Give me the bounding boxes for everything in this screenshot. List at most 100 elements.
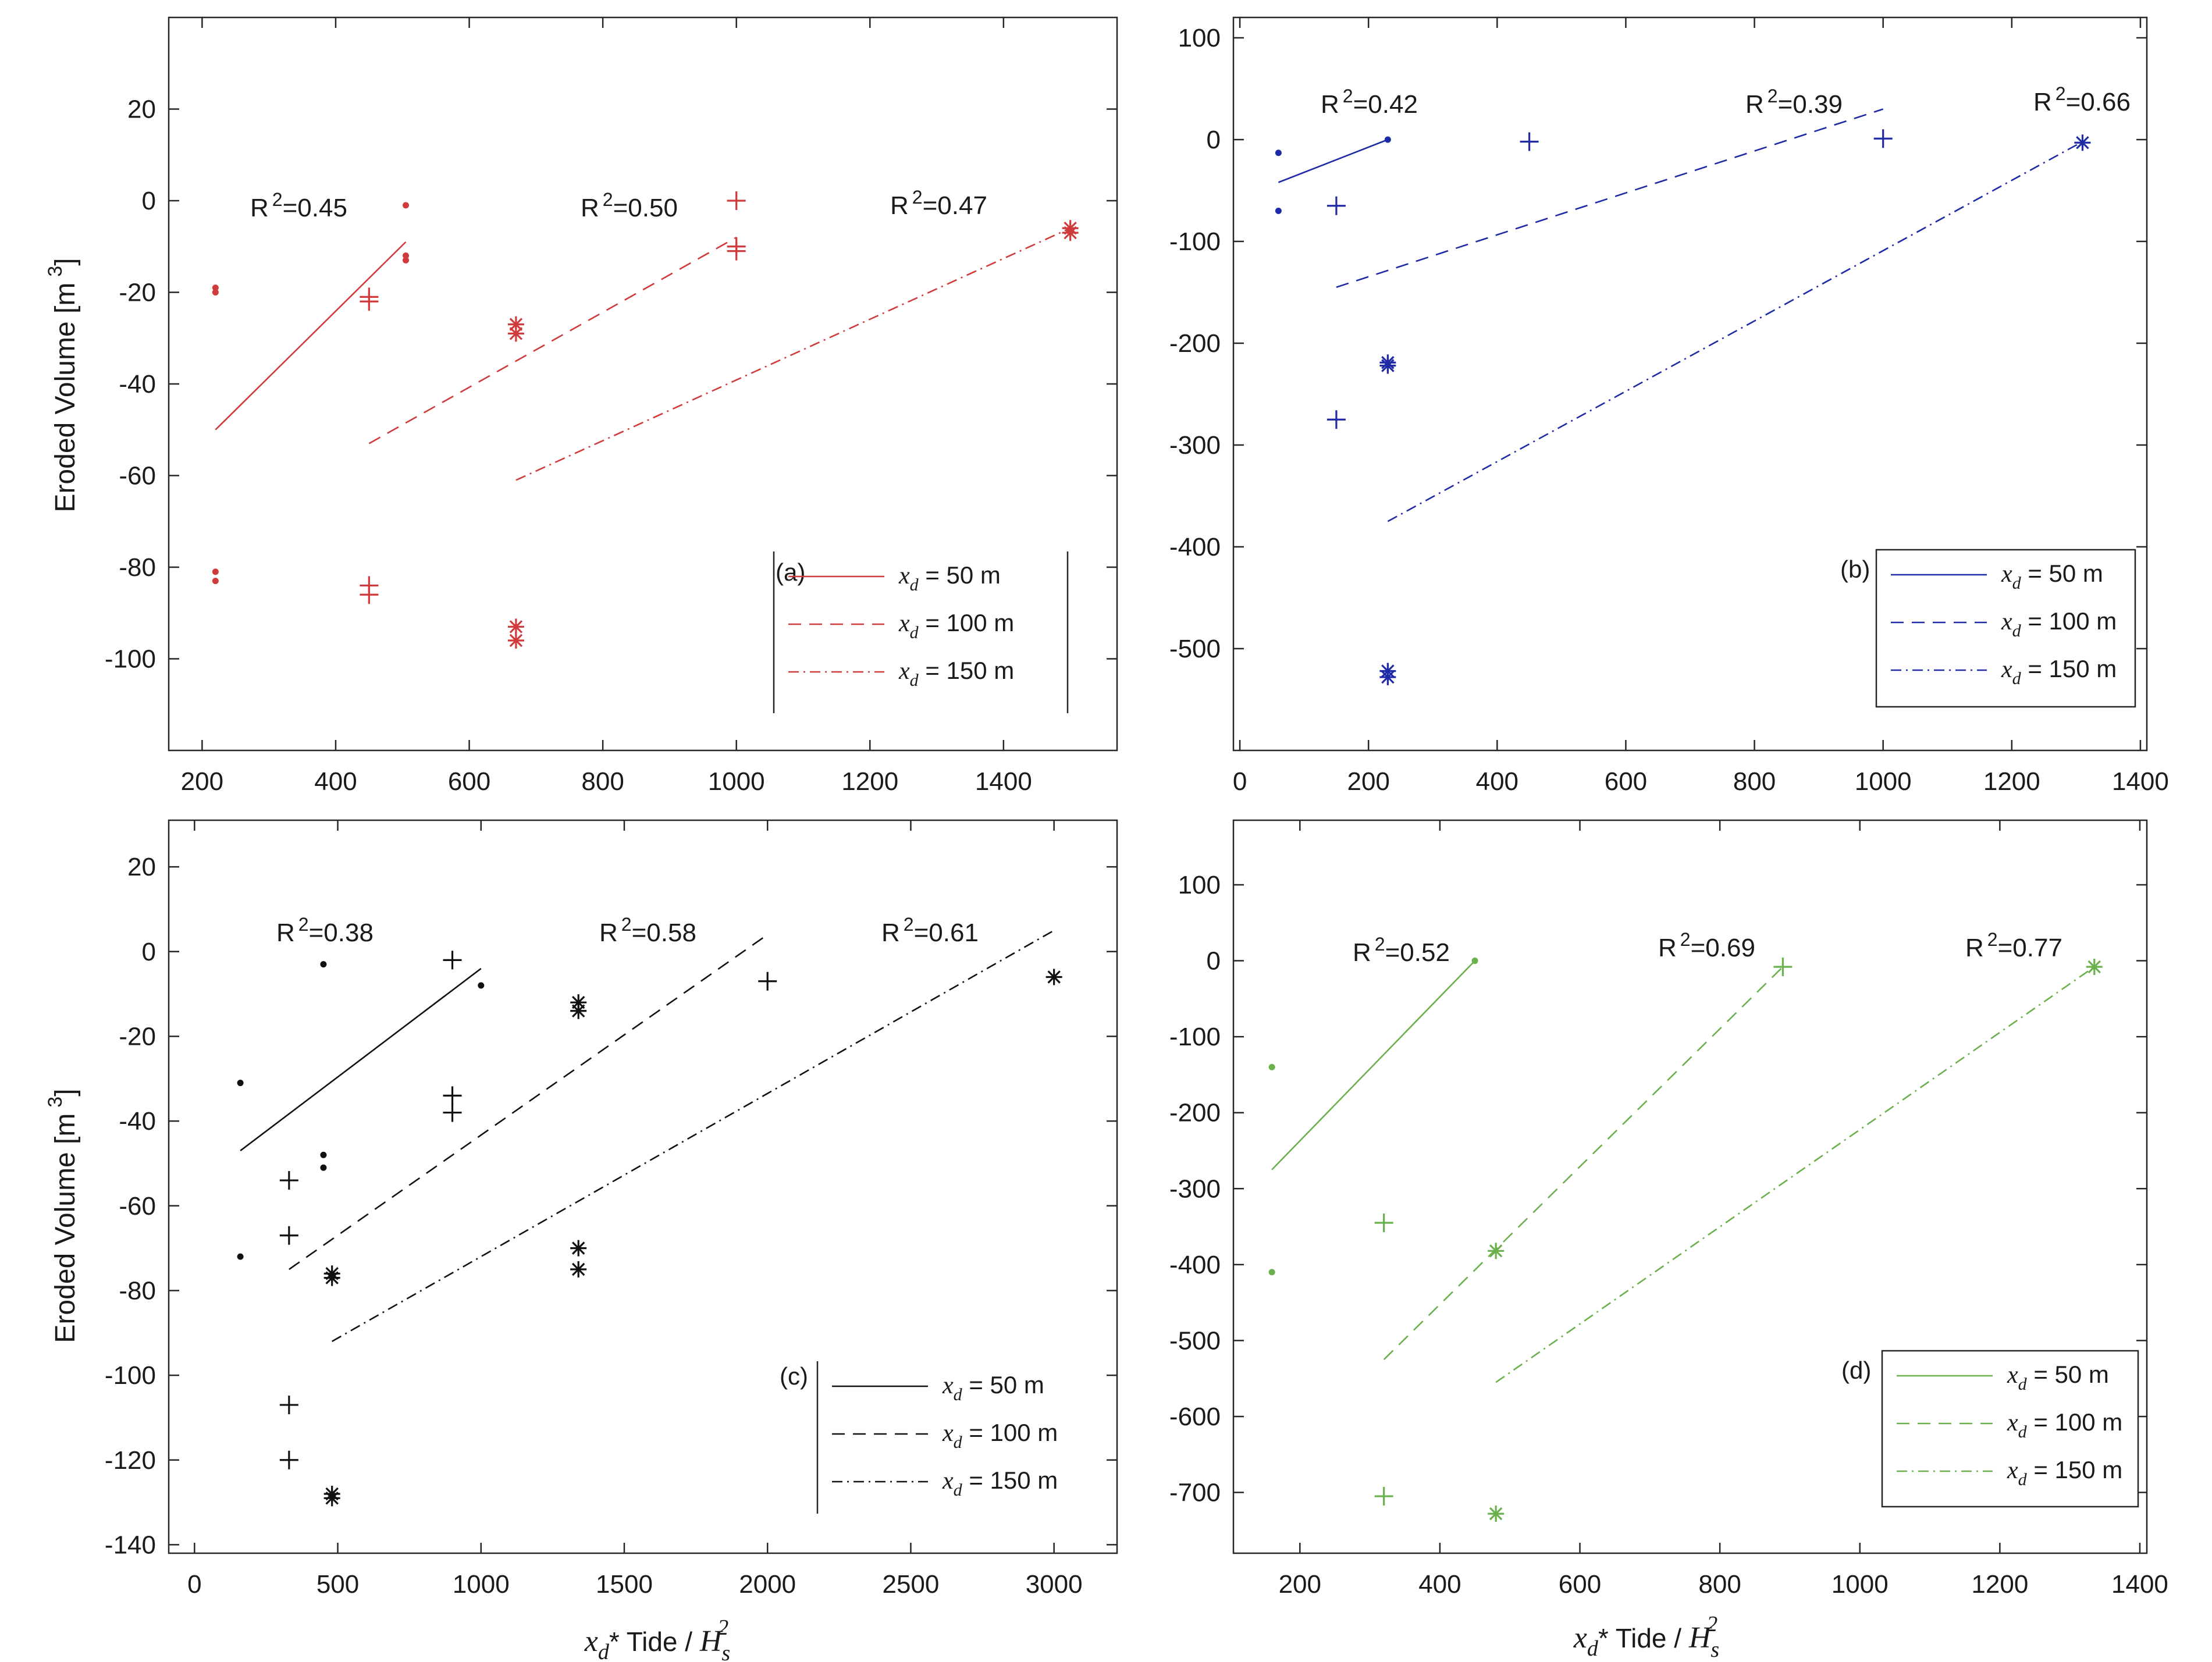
x-tick-label: 2000 bbox=[739, 1570, 796, 1599]
star-point bbox=[507, 325, 524, 342]
panel-0: 200 400 600 800 1000 1200 1400200-20-40-60-80-… bbox=[44, 16, 1118, 796]
panel-label: (b) bbox=[1840, 556, 1870, 583]
legend-sub: d bbox=[910, 671, 919, 690]
r2-value: =0.69 bbox=[1691, 934, 1755, 962]
dot-marker bbox=[1471, 958, 1478, 965]
r-squared-label: R 2=0.38 bbox=[276, 914, 374, 947]
r2-value: =0.45 bbox=[283, 194, 347, 222]
y-tick-label: -80 bbox=[119, 553, 156, 582]
r2-letter: R bbox=[1965, 934, 1984, 962]
legend: (c) xd = 50 mxd = 100 mxd = 150 m bbox=[780, 1361, 1058, 1514]
r2-letter: R bbox=[599, 919, 618, 947]
r2-letter: R bbox=[581, 194, 599, 222]
dot-point bbox=[1268, 1269, 1275, 1276]
r2-letter: R bbox=[890, 191, 909, 220]
star-d2 bbox=[571, 1262, 585, 1276]
r-squared-label: R 2=0.42 bbox=[1321, 86, 1418, 119]
star-d2 bbox=[325, 1271, 339, 1284]
legend: (b) xd = 50 mxd = 100 mxd = 150 m bbox=[1840, 549, 2136, 708]
series-0: R 2=0.52 bbox=[1268, 934, 1478, 1276]
legend-rest: = 50 m bbox=[962, 1371, 1044, 1398]
legend-sub: d bbox=[954, 1385, 963, 1404]
r2-value: =0.39 bbox=[1778, 90, 1843, 119]
legend-sub: d bbox=[2012, 574, 2022, 593]
star-point bbox=[570, 1261, 587, 1278]
x-tick-label: 200 bbox=[1279, 1570, 1321, 1599]
plus-point bbox=[1773, 958, 1793, 976]
legend-entry: xd = 50 m bbox=[942, 1371, 1044, 1404]
r2-letter: R bbox=[1353, 938, 1371, 967]
r2-sup: 2 bbox=[603, 189, 613, 210]
legend-rest: = 100 m bbox=[919, 609, 1015, 636]
r2-sup: 2 bbox=[1375, 934, 1385, 955]
x-tick-label: 400 bbox=[314, 767, 357, 796]
star-d2 bbox=[2076, 136, 2089, 150]
y-tick-label: -60 bbox=[119, 462, 156, 490]
y-tick-label: -400 bbox=[1169, 1251, 1221, 1279]
legend-var: x bbox=[2001, 561, 2012, 588]
plus-point bbox=[1374, 1487, 1393, 1506]
series-0: R 2=0.42 bbox=[1275, 86, 1418, 214]
y-tick-label: -40 bbox=[119, 370, 156, 398]
plus-point bbox=[758, 971, 777, 991]
fit-line bbox=[1336, 108, 1884, 288]
r2-letter: R bbox=[1745, 90, 1764, 119]
panel-1: 0 200 400 600 800 1000 1200 14001000-100-200-30… bbox=[1169, 16, 2169, 796]
dot-point bbox=[320, 961, 327, 968]
x-axis-var2-sub: s bbox=[1710, 1638, 1719, 1662]
x-tick-label: 1400 bbox=[975, 767, 1032, 796]
dot-marker bbox=[212, 284, 219, 291]
x-tick-label: 800 bbox=[1733, 767, 1776, 796]
r-squared-label: R 2=0.69 bbox=[1658, 929, 1755, 962]
r2-value: =0.66 bbox=[2066, 88, 2131, 116]
dot-point bbox=[212, 289, 219, 296]
legend: (d) xd = 50 mxd = 100 mxd = 150 m bbox=[1841, 1350, 2139, 1508]
plus-point bbox=[1327, 410, 1346, 429]
legend-sub: d bbox=[2018, 1375, 2028, 1394]
star-point bbox=[1379, 669, 1396, 685]
dot-point bbox=[1384, 136, 1391, 143]
r2-sup: 2 bbox=[272, 189, 283, 210]
plus-point bbox=[279, 1396, 298, 1415]
star-d2 bbox=[509, 620, 523, 634]
x-tick-label: 1000 bbox=[708, 767, 765, 796]
legend-box bbox=[1875, 549, 2136, 708]
series-2: R 2=0.66 bbox=[1379, 83, 2131, 685]
legend-entry: xd = 150 m bbox=[898, 657, 1014, 690]
legend-rest: = 100 m bbox=[2027, 1408, 2123, 1436]
dot-point bbox=[212, 578, 219, 585]
dot-point bbox=[237, 1253, 244, 1260]
r2-value: =0.42 bbox=[1353, 90, 1418, 119]
legend-entry: xd = 50 m bbox=[898, 561, 1001, 595]
plot-frame bbox=[168, 819, 1118, 1554]
y-tick-label: -60 bbox=[119, 1192, 156, 1220]
legend-rest: = 150 m bbox=[919, 657, 1015, 684]
legend-var: x bbox=[2007, 1362, 2018, 1389]
plus-point bbox=[1327, 196, 1346, 215]
plus-point bbox=[443, 1103, 462, 1122]
x-tick-label: 800 bbox=[581, 767, 624, 796]
star-d2 bbox=[509, 327, 523, 340]
legend-entry: xd = 50 m bbox=[2007, 1361, 2109, 1394]
x-tick-label: 1000 bbox=[1832, 1570, 1889, 1599]
legend-var: x bbox=[942, 1372, 954, 1399]
legend-entry: xd = 100 m bbox=[2001, 607, 2117, 640]
star-d2 bbox=[1047, 970, 1061, 984]
dot-point bbox=[320, 1151, 327, 1158]
r-squared-label: R 2=0.61 bbox=[881, 914, 979, 947]
plus-point bbox=[727, 241, 746, 261]
star-d2 bbox=[1489, 1244, 1503, 1258]
x-tick-label: 600 bbox=[448, 767, 490, 796]
r2-sup: 2 bbox=[1343, 86, 1353, 106]
star-point bbox=[507, 618, 524, 635]
y-tick-label: -20 bbox=[119, 1022, 156, 1051]
plus-point bbox=[360, 292, 379, 311]
legend-entry: xd = 100 m bbox=[898, 609, 1014, 642]
dot-point bbox=[403, 252, 409, 259]
star-point bbox=[570, 1240, 587, 1257]
legend-var: x bbox=[2001, 608, 2012, 635]
dot-marker bbox=[1268, 1269, 1275, 1276]
r2-sup: 2 bbox=[904, 914, 914, 935]
x-axis-var2-sup: 2 bbox=[1706, 1612, 1717, 1636]
